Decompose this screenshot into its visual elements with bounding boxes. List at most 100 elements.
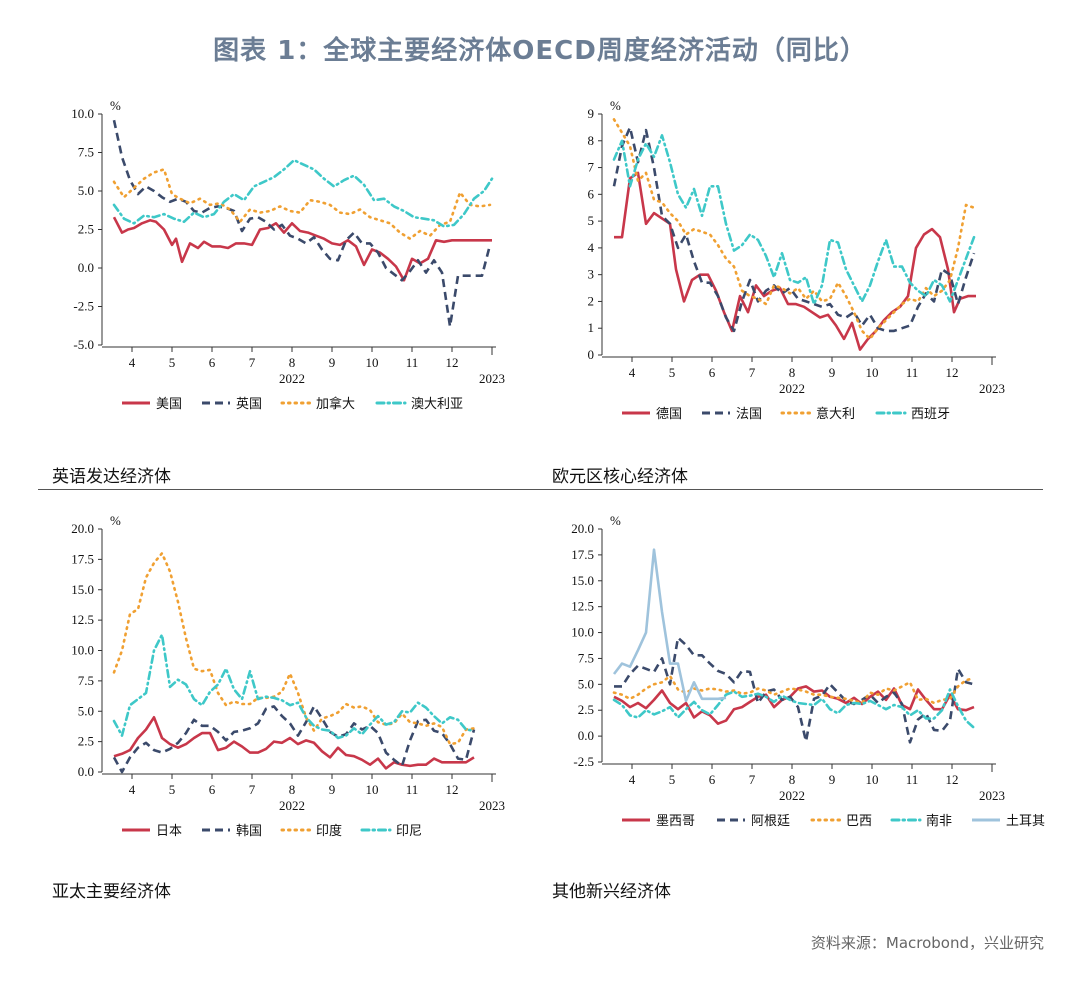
panel-label-other-emerging: 其他新兴经济体 [552, 882, 671, 902]
page-title: 图表 1：全球主要经济体OECD周度经济活动（同比） [213, 36, 867, 66]
x-tick-label: 8 [289, 355, 296, 370]
y-tick-label: 0.0 [578, 728, 594, 743]
x-tick-label: 5 [669, 772, 676, 787]
x-tick-label: 10 [866, 772, 879, 787]
y-tick-label: 10.0 [571, 625, 594, 640]
y-tick-label: 7 [588, 160, 595, 175]
y-tick-label: 7.5 [78, 145, 94, 160]
x-tick-label: 7 [749, 365, 756, 380]
year-label-2023: 2023 [979, 788, 1005, 803]
y-tick-label: 8 [588, 133, 595, 148]
series-line-2 [112, 551, 476, 746]
legend-label-0: 德国 [656, 407, 682, 422]
x-tick-label: 7 [749, 772, 756, 787]
legend-label-1: 英国 [236, 397, 262, 412]
legend-label-0: 日本 [156, 824, 182, 839]
year-label-2022: 2022 [779, 788, 805, 803]
legend-label-0: 美国 [156, 397, 182, 412]
legend-label-2: 印度 [316, 823, 342, 839]
y-tick-label: 2.5 [78, 222, 94, 237]
y-tick-label: 6 [588, 186, 595, 201]
y-tick-label: -2.5 [573, 754, 594, 769]
legend-label-0: 墨西哥 [656, 814, 695, 829]
x-tick-label: 10 [866, 365, 879, 380]
series-line-0 [113, 716, 475, 770]
series-line-1 [614, 636, 975, 744]
series-line-2 [112, 168, 492, 240]
x-tick-label: 11 [906, 365, 919, 380]
year-label-2023: 2023 [979, 381, 1005, 396]
legend-label-3: 澳大利亚 [411, 396, 463, 412]
x-tick-label: 10 [366, 355, 379, 370]
chart-asia-pacific: 20.0 17.5 15.0 12.5 10.0 7.5 5.0 2.5 0.0% 4 5 6 7 8 9 1… [71, 513, 505, 839]
panel-label-asia-pacific: 亚太主要经济体 [52, 882, 171, 902]
x-tick-label: 8 [789, 772, 796, 787]
x-tick-label: 6 [709, 365, 716, 380]
x-tick-label: 10 [366, 782, 379, 797]
year-label-2022: 2022 [779, 381, 805, 396]
x-tick-label: 9 [329, 782, 336, 797]
year-label-2023: 2023 [479, 371, 505, 386]
x-tick-label: 4 [129, 782, 136, 797]
y-tick-label: 1 [588, 320, 595, 335]
x-tick-label: 4 [129, 355, 136, 370]
x-tick-label: 4 [629, 772, 636, 787]
series-line-4 [612, 548, 727, 703]
x-tick-label: 9 [829, 365, 836, 380]
y-tick-label: 10.0 [71, 643, 94, 658]
y-tick-label: 0.0 [78, 764, 94, 779]
y-tick-label: 5 [588, 213, 595, 228]
legend-label-3: 南非 [926, 813, 952, 829]
unit-label: % [110, 513, 121, 528]
source-note: 资料来源：Macrobond，兴业研究 [810, 934, 1044, 952]
series-line-1 [612, 126, 976, 333]
series-line-0 [613, 685, 975, 725]
year-label-2022: 2022 [279, 371, 305, 386]
y-tick-label: 12.5 [71, 612, 94, 627]
unit-label: % [110, 98, 121, 113]
y-tick-label: 15.0 [71, 582, 94, 597]
x-tick-label: 5 [169, 782, 176, 797]
series-line-2 [612, 674, 976, 705]
chart-anglophone: 10.0 7.5 5.0 2.5 0.0 -2.5 -5.0% 4 5 6 7 8 9 10 11 12 202… [71, 98, 505, 412]
legend-label-1: 法国 [736, 407, 762, 422]
legend-label-2: 巴西 [846, 814, 872, 829]
x-tick-label: 8 [789, 365, 796, 380]
series-line-2 [612, 118, 976, 341]
y-tick-label: 10.0 [71, 106, 94, 121]
x-tick-label: 6 [709, 772, 716, 787]
chart-other-emerging: 20.0 17.5 15.0 12.5 10.0 7.5 5.0 2.5 0.0 -2.5% 4 5 6… [571, 513, 1045, 829]
y-tick-label: 12.5 [571, 599, 594, 614]
panel-label-anglophone: 英语发达经济体 [52, 467, 171, 487]
series-line-3 [612, 688, 976, 730]
panel-label-eurozone: 欧元区核心经济体 [552, 467, 688, 487]
year-label-2023: 2023 [479, 798, 505, 813]
x-tick-label: 6 [209, 782, 216, 797]
y-tick-label: 7.5 [78, 673, 94, 688]
y-tick-label: 5.0 [578, 676, 594, 691]
legend-label-1: 韩国 [236, 824, 262, 839]
x-tick-label: 12 [946, 365, 959, 380]
y-tick-label: 0 [588, 347, 595, 362]
x-tick-label: 7 [249, 355, 256, 370]
legend-label-3: 印尼 [396, 824, 422, 839]
series-line-3 [112, 158, 494, 228]
unit-label: % [610, 98, 621, 113]
y-tick-label: 2.5 [578, 702, 594, 717]
x-tick-label: 9 [829, 772, 836, 787]
series-line-0 [614, 171, 976, 351]
y-tick-label: 7.5 [578, 650, 594, 665]
x-tick-label: 12 [446, 355, 459, 370]
series-line-3 [112, 633, 476, 740]
x-tick-label: 11 [906, 772, 919, 787]
y-tick-label: 17.5 [571, 547, 594, 562]
x-tick-label: 11 [406, 782, 419, 797]
y-tick-label: 5.0 [78, 183, 94, 198]
unit-label: % [610, 513, 621, 528]
series-line-1 [112, 119, 492, 328]
x-tick-label: 11 [406, 355, 419, 370]
legend-label-2: 意大利 [816, 406, 855, 422]
x-tick-label: 8 [289, 782, 296, 797]
series-line-0 [112, 216, 492, 282]
y-tick-label: 0.0 [78, 260, 94, 275]
